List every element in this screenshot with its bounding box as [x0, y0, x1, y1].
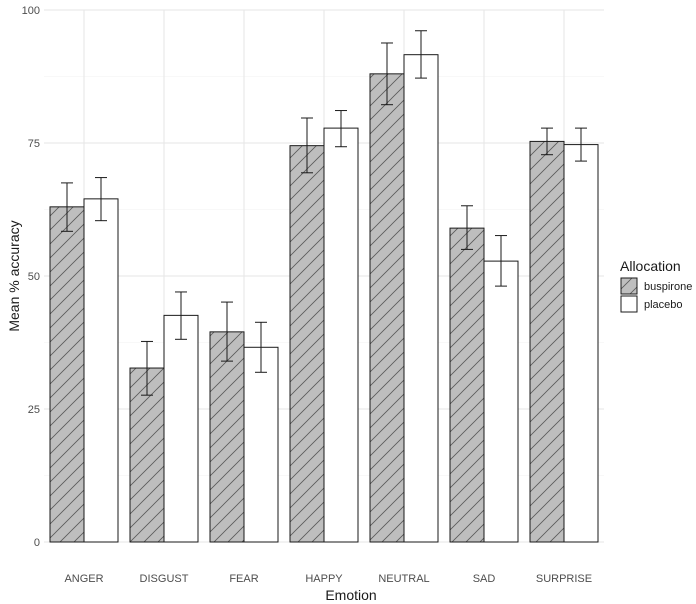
- bar-placebo-surprise: [563, 144, 599, 543]
- x-tick-label: SURPRISE: [536, 573, 592, 585]
- y-axis: 0 25 50 75 100: [22, 5, 40, 549]
- bar-buspirone-happy: [289, 145, 325, 543]
- legend-key-placebo: [620, 295, 638, 313]
- error-bar-placebo-neutral: [415, 30, 427, 79]
- x-tick-label: NEUTRAL: [378, 573, 429, 585]
- bar-placebo-disgust: [163, 314, 199, 543]
- legend: Allocation buspirone placebo: [620, 258, 692, 313]
- y-tick-label: 25: [28, 404, 40, 416]
- x-tick-label: SAD: [473, 573, 496, 585]
- error-bar-placebo-anger: [95, 177, 107, 222]
- error-bar-buspirone-anger: [61, 182, 73, 232]
- error-bar-buspirone-neutral: [381, 42, 393, 106]
- bar-placebo-sad: [483, 260, 519, 543]
- error-bars: [61, 30, 587, 396]
- x-axis: ANGER DISGUST FEAR HAPPY NEUTRAL SAD SURPRISE: [64, 573, 592, 585]
- x-tick-label: ANGER: [64, 573, 103, 585]
- error-bar-placebo-sad: [495, 235, 507, 287]
- y-axis-title: Mean % accuracy: [6, 220, 22, 331]
- bar-buspirone-neutral: [369, 73, 405, 543]
- y-tick-label: 100: [22, 5, 40, 17]
- bar-buspirone-anger: [49, 206, 85, 543]
- error-bar-placebo-fear: [255, 321, 267, 373]
- bar-buspirone-disgust: [129, 367, 165, 543]
- bar-placebo-neutral: [403, 54, 439, 543]
- error-bar-buspirone-fear: [221, 301, 233, 362]
- legend-key-buspirone: [620, 277, 638, 295]
- error-bar-buspirone-happy: [301, 117, 313, 174]
- error-bar-buspirone-sad: [461, 205, 473, 250]
- y-tick-label: 50: [28, 271, 40, 283]
- error-bar-placebo-happy: [335, 110, 347, 148]
- bar-buspirone-fear: [209, 331, 245, 543]
- error-bar-buspirone-surprise: [541, 127, 553, 156]
- legend-label-buspirone: buspirone: [644, 281, 692, 293]
- legend-label-placebo: placebo: [644, 299, 683, 311]
- bar-placebo-happy: [323, 127, 359, 543]
- x-tick-label: DISGUST: [140, 573, 189, 585]
- bar-placebo-anger: [83, 198, 119, 543]
- bar-placebo-fear: [243, 346, 279, 543]
- error-bar-buspirone-disgust: [141, 340, 153, 396]
- y-tick-label: 75: [28, 138, 40, 150]
- x-tick-label: HAPPY: [305, 573, 343, 585]
- error-bar-placebo-surprise: [575, 127, 587, 162]
- bar-buspirone-sad: [449, 227, 485, 543]
- legend-title: Allocation: [620, 258, 681, 274]
- error-bar-placebo-disgust: [175, 291, 187, 340]
- bar-buspirone-surprise: [529, 140, 565, 543]
- x-axis-title: Emotion: [325, 587, 376, 603]
- y-tick-label: 0: [34, 537, 40, 549]
- x-tick-label: FEAR: [229, 573, 258, 585]
